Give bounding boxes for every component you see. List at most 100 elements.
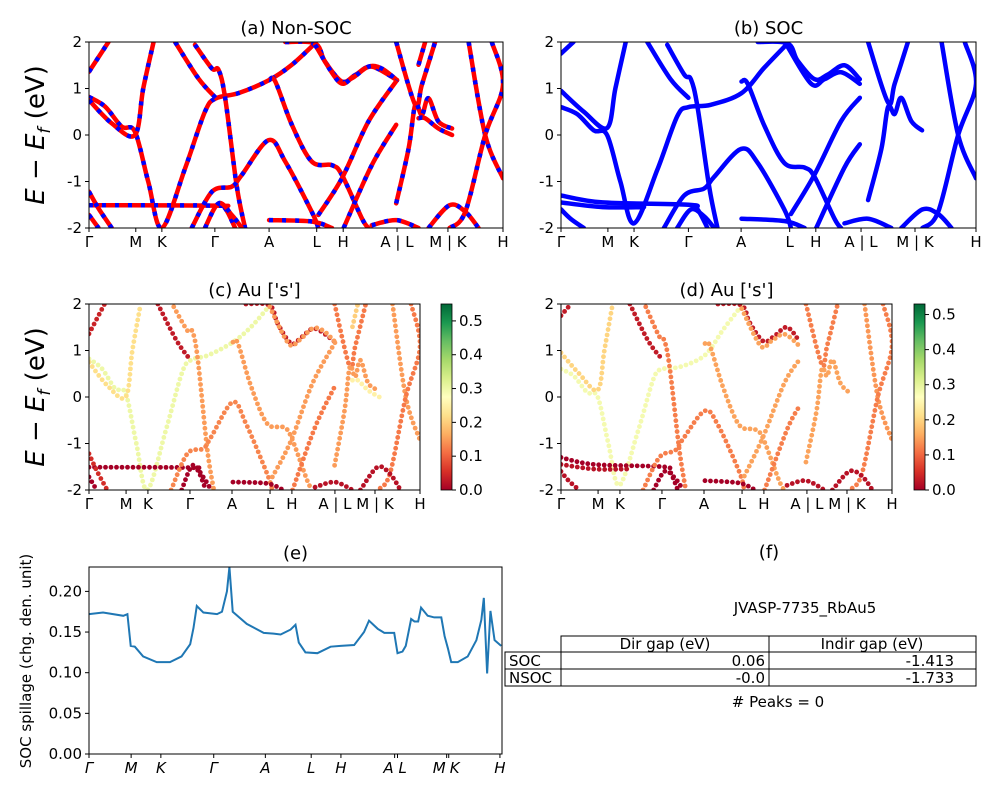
projection-point bbox=[172, 335, 178, 341]
projection-point bbox=[400, 408, 406, 413]
projection-point bbox=[596, 462, 602, 468]
projection-point bbox=[201, 483, 207, 488]
projection-point bbox=[232, 399, 238, 405]
projection-point bbox=[131, 339, 137, 344]
projection-point bbox=[175, 381, 181, 387]
projection-point bbox=[312, 484, 318, 490]
projection-point bbox=[734, 418, 740, 424]
projection-point bbox=[253, 396, 258, 402]
projection-point bbox=[728, 448, 733, 454]
table-cell: -0.0 bbox=[736, 669, 765, 687]
projection-point bbox=[125, 397, 131, 403]
projection-point bbox=[89, 331, 92, 337]
projection-point bbox=[573, 484, 579, 490]
projection-point bbox=[688, 424, 694, 430]
projection-point bbox=[635, 429, 641, 435]
projection-point bbox=[629, 306, 635, 312]
projection-point bbox=[139, 473, 145, 479]
projection-point bbox=[344, 392, 349, 398]
projection-point bbox=[400, 377, 406, 383]
projection-point bbox=[185, 328, 190, 334]
projection-point bbox=[582, 387, 588, 393]
projection-point bbox=[293, 447, 299, 452]
projection-point bbox=[332, 340, 338, 346]
projection-point bbox=[636, 321, 642, 327]
projection-point bbox=[236, 403, 242, 409]
projection-point bbox=[316, 368, 321, 374]
projection-point bbox=[359, 381, 365, 387]
x-tick-label: H bbox=[886, 495, 897, 513]
projection-point bbox=[869, 424, 875, 430]
projection-point bbox=[569, 457, 575, 463]
projection-point bbox=[607, 462, 613, 468]
band-line bbox=[674, 206, 717, 228]
projection-point bbox=[329, 345, 335, 350]
projection-point bbox=[813, 411, 819, 417]
projection-point bbox=[792, 411, 798, 416]
band-guide bbox=[246, 304, 335, 344]
x-tick-label: L bbox=[785, 233, 794, 251]
projection-point bbox=[162, 316, 168, 322]
projection-point bbox=[672, 407, 678, 413]
projection-point bbox=[201, 420, 207, 426]
projection-point bbox=[392, 317, 398, 323]
projection-point bbox=[787, 326, 793, 332]
projection-point bbox=[134, 322, 140, 328]
projection-point bbox=[614, 481, 620, 486]
projection-point bbox=[803, 304, 809, 307]
projection-point bbox=[393, 328, 399, 334]
x-tick-label: Γ bbox=[85, 495, 94, 513]
projection-point bbox=[833, 309, 839, 315]
projection-point bbox=[301, 467, 306, 473]
projection-point bbox=[884, 365, 890, 371]
projection-point bbox=[702, 408, 708, 414]
projection-point bbox=[259, 459, 265, 465]
projection-point bbox=[863, 456, 868, 462]
projection-point bbox=[601, 462, 607, 468]
projection-point bbox=[123, 393, 129, 399]
projection-point bbox=[399, 372, 405, 378]
projection-point bbox=[768, 339, 774, 344]
projection-point bbox=[870, 418, 876, 424]
projection-point bbox=[333, 306, 339, 312]
projection-point bbox=[334, 312, 340, 318]
projection-point bbox=[668, 374, 674, 380]
y-tick-label: -1 bbox=[67, 173, 82, 191]
projection-point bbox=[264, 469, 269, 475]
projection-point bbox=[416, 435, 420, 441]
projection-point bbox=[820, 486, 826, 490]
projection-point bbox=[766, 450, 772, 456]
projection-point bbox=[353, 340, 359, 346]
y-tick-label: 2 bbox=[72, 295, 82, 313]
projection-point bbox=[332, 304, 338, 307]
projection-point bbox=[688, 360, 694, 366]
colorbar-d: 0.0 0.1 0.2 0.3 0.4 0.5 bbox=[913, 303, 956, 499]
projection-point bbox=[723, 438, 729, 444]
projection-point bbox=[640, 463, 646, 469]
projection-point bbox=[874, 397, 880, 403]
colorbar-tick-label: 0.2 bbox=[459, 413, 483, 431]
projection-point bbox=[783, 430, 788, 436]
projection-point bbox=[886, 322, 892, 328]
x-tick-label: A bbox=[264, 233, 275, 251]
projection-point bbox=[181, 349, 187, 355]
projection-point bbox=[203, 479, 209, 485]
projection-point bbox=[323, 330, 329, 336]
projection-point bbox=[868, 350, 874, 356]
projection-point bbox=[415, 355, 420, 361]
projection-point bbox=[306, 388, 312, 394]
projection-point bbox=[293, 425, 299, 430]
projection-point bbox=[889, 333, 892, 339]
projection-point bbox=[822, 357, 828, 363]
projection-point bbox=[879, 410, 885, 415]
projection-point bbox=[781, 435, 786, 441]
band-line bbox=[266, 75, 371, 228]
projection-point bbox=[630, 445, 636, 451]
projection-point bbox=[236, 343, 242, 349]
projection-point bbox=[576, 371, 582, 376]
band-guide bbox=[377, 304, 420, 490]
band-line bbox=[561, 42, 576, 56]
y-tick-label: 2 bbox=[72, 33, 82, 51]
projection-point bbox=[716, 372, 722, 378]
